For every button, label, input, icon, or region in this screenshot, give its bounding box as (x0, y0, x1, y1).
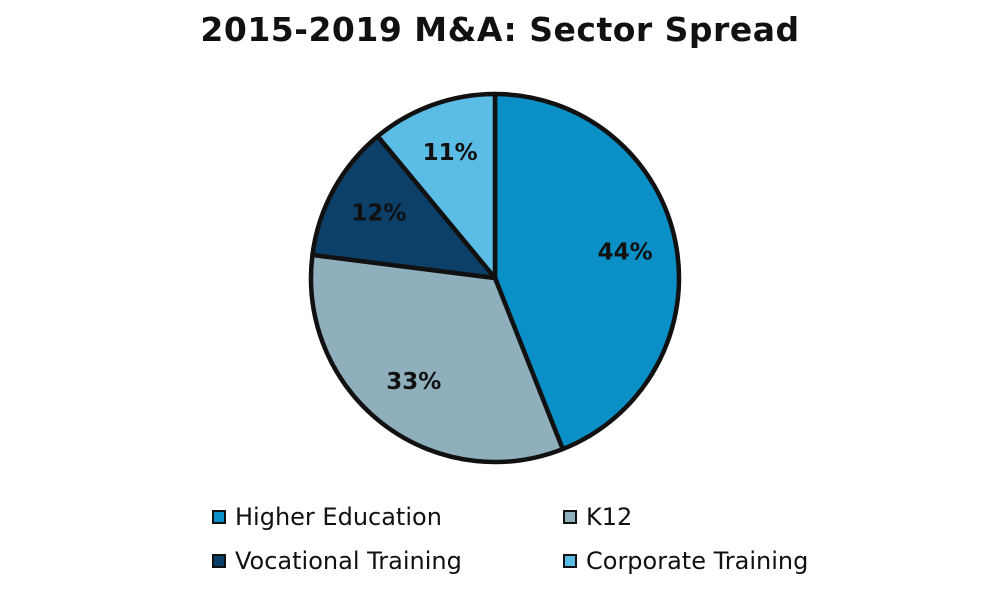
slice-label: 44% (598, 240, 653, 266)
slice-label: 11% (423, 140, 478, 166)
slice-higher-education (492, 91, 682, 452)
chart-title: 2015-2019 M&A: Sector Spread (200, 10, 800, 49)
legend-swatch (563, 510, 577, 524)
slice-k12 (308, 252, 565, 465)
legend-label: K12 (586, 503, 633, 531)
legend-item-higher-education: Higher Education (212, 503, 442, 531)
legend-swatch (563, 554, 577, 568)
legend-swatch (212, 510, 226, 524)
legend-label: Corporate Training (586, 547, 809, 575)
legend-label: Vocational Training (235, 547, 462, 575)
legend-item-vocational-training: Vocational Training (212, 547, 462, 575)
slice-label: 33% (386, 369, 441, 395)
legend-item-corporate-training: Corporate Training (563, 547, 808, 575)
legend-label: Higher Education (235, 503, 442, 531)
legend-item-k12: K12 (563, 503, 632, 531)
slice-label: 12% (351, 201, 406, 227)
slice-vocational-training (310, 133, 498, 281)
slice-corporate-training (375, 91, 498, 281)
legend-swatch (212, 554, 226, 568)
